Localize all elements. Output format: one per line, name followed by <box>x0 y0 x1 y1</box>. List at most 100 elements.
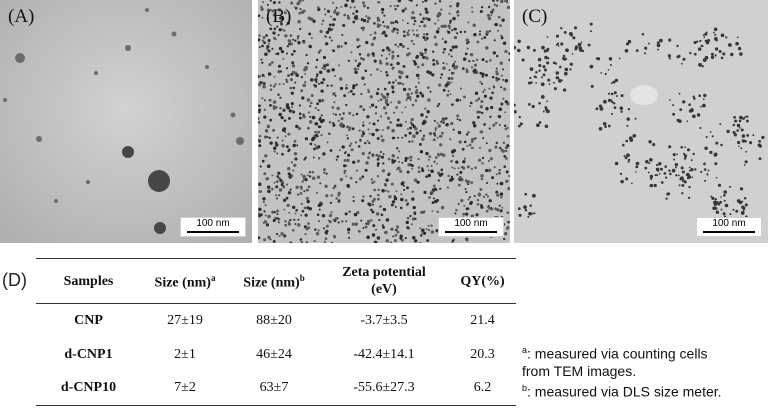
particle <box>542 73 546 77</box>
particle <box>336 44 341 49</box>
particle <box>565 48 569 53</box>
particle <box>485 142 488 145</box>
particle <box>346 125 349 129</box>
particle <box>723 199 726 202</box>
particle <box>470 214 474 218</box>
particle <box>380 135 383 138</box>
particle <box>269 0 272 2</box>
particle <box>451 29 454 32</box>
particle <box>472 121 476 125</box>
particle <box>430 190 434 194</box>
particle <box>402 64 406 68</box>
particle <box>323 171 326 174</box>
particle <box>720 56 724 60</box>
particle <box>496 0 499 2</box>
particle <box>258 182 262 187</box>
particle <box>408 87 411 91</box>
particle <box>449 93 452 96</box>
particle <box>744 139 747 143</box>
particle <box>451 239 455 242</box>
particle <box>486 195 490 198</box>
particle <box>346 158 350 163</box>
particle <box>407 47 409 50</box>
particle <box>444 40 448 44</box>
particle <box>480 82 484 85</box>
particle <box>468 59 471 63</box>
particle <box>352 20 356 24</box>
particle <box>673 158 676 161</box>
particle <box>290 53 294 56</box>
particle <box>527 215 530 218</box>
particle <box>454 212 457 215</box>
particle <box>688 185 691 189</box>
particle <box>347 59 350 63</box>
particle <box>635 161 640 166</box>
particle <box>362 121 365 124</box>
particle <box>285 103 290 107</box>
particle <box>435 30 440 34</box>
particle <box>723 190 727 194</box>
particle <box>562 88 567 92</box>
particle <box>270 61 274 64</box>
particle <box>419 91 423 95</box>
particle <box>265 34 268 37</box>
particle <box>292 38 295 41</box>
particle <box>348 111 352 115</box>
header-qy: QY(%) <box>449 258 516 304</box>
particle <box>437 19 440 22</box>
particle <box>410 92 413 95</box>
particle <box>660 181 664 184</box>
particle <box>343 169 347 173</box>
scale-bar-line-a <box>187 231 239 233</box>
particle <box>205 65 209 69</box>
particle <box>491 8 495 12</box>
particle <box>463 30 467 34</box>
particle <box>352 200 355 203</box>
particle <box>542 65 546 69</box>
particle <box>499 146 502 150</box>
particle <box>482 90 485 94</box>
particle <box>283 29 286 32</box>
particle <box>736 140 741 145</box>
particle <box>432 184 436 188</box>
particle <box>480 111 484 115</box>
particle <box>455 160 459 164</box>
particle <box>377 129 380 132</box>
particle <box>392 21 395 24</box>
particle <box>665 176 668 179</box>
particle <box>406 96 410 99</box>
particle <box>263 135 267 139</box>
particle <box>339 149 342 152</box>
particle <box>474 137 477 140</box>
particle <box>724 203 729 208</box>
particle <box>395 228 398 232</box>
particle <box>700 105 702 108</box>
particle <box>378 219 381 222</box>
particle <box>683 180 687 184</box>
particle <box>310 78 314 82</box>
particle <box>411 123 415 127</box>
particle <box>276 25 279 28</box>
particle <box>464 188 467 190</box>
particle <box>454 45 458 49</box>
particle <box>426 165 429 168</box>
particle <box>376 193 380 197</box>
particle <box>330 84 333 87</box>
particle <box>528 103 531 106</box>
particle <box>458 118 462 122</box>
particle <box>336 106 340 111</box>
particle <box>288 74 291 77</box>
particle <box>365 161 369 165</box>
particle <box>314 84 318 88</box>
particle <box>339 86 344 91</box>
particle <box>508 52 510 55</box>
particle <box>405 220 409 225</box>
scale-bar-label-a: 100 nm <box>196 218 230 229</box>
particle <box>732 208 735 211</box>
footnote-a-line1: : measured via counting cells <box>527 345 708 362</box>
particle <box>705 40 710 45</box>
particle <box>675 174 678 177</box>
particle <box>448 27 451 30</box>
particle <box>489 96 493 100</box>
particle <box>311 176 316 181</box>
